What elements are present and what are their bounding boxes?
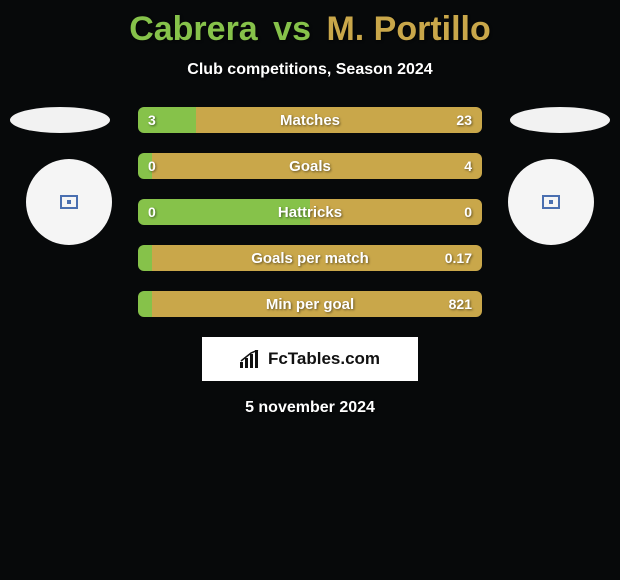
stat-bar-row: Min per goal821 [138, 291, 482, 317]
stat-bar-row: Hattricks00 [138, 199, 482, 225]
comparison-panel: Matches323 Goals04 Hattricks00 Goals per ma… [0, 107, 620, 417]
subtitle: Club competitions, Season 2024 [0, 61, 620, 79]
brand-chart-icon [240, 350, 262, 368]
stat-bar-seg-left [138, 291, 152, 317]
stat-bar-seg-left [138, 199, 310, 225]
stat-bar-seg-right [196, 107, 482, 133]
avatar-player1 [26, 159, 112, 245]
stat-bar-seg-right [152, 153, 482, 179]
stat-bar-seg-left [138, 107, 196, 133]
brand-text: FcTables.com [268, 349, 380, 369]
stat-bar-seg-right [152, 291, 482, 317]
brand-badge: FcTables.com [202, 337, 418, 381]
avatar-placeholder-icon [60, 195, 78, 209]
stat-bar-seg-left [138, 245, 152, 271]
title-player2: M. Portillo [326, 10, 490, 48]
title-vs: vs [273, 10, 311, 48]
stat-bar-seg-right [310, 199, 482, 225]
stat-bar-seg-left [138, 153, 152, 179]
avatar-player2 [508, 159, 594, 245]
stat-bar-row: Matches323 [138, 107, 482, 133]
stat-bar-seg-right [152, 245, 482, 271]
title-player1: Cabrera [129, 10, 258, 48]
stat-bar-row: Goals per match0.17 [138, 245, 482, 271]
date-label: 5 november 2024 [0, 399, 620, 417]
stat-bars: Matches323 Goals04 Hattricks00 Goals per ma… [138, 107, 482, 317]
flag-player1 [10, 107, 110, 133]
flag-player2 [510, 107, 610, 133]
stat-bar-row: Goals04 [138, 153, 482, 179]
avatar-placeholder-icon [542, 195, 560, 209]
page-title: Cabrera vs M. Portillo [0, 0, 620, 49]
